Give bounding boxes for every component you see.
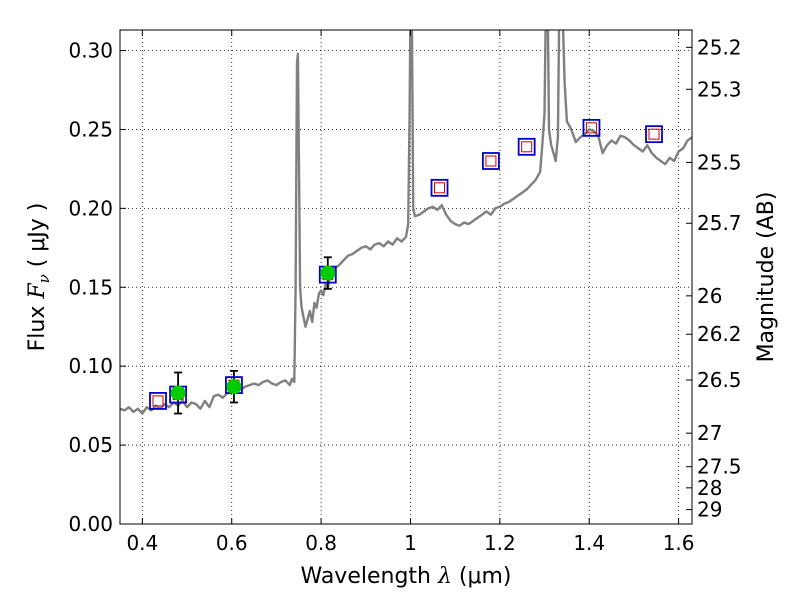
y-axis-label-prefix: Flux — [25, 299, 50, 352]
data-series — [120, 30, 692, 415]
model-band-marker — [430, 178, 449, 197]
x-axis-label: Wavelength λ (μm) — [300, 564, 511, 589]
mag-tick-label: 27.5 — [697, 455, 742, 479]
observed-point — [226, 379, 242, 395]
y-tick-label: 0.25 — [68, 117, 113, 141]
x-axis-label-symbol: λ — [437, 564, 452, 589]
y-tick-label: 0.15 — [68, 275, 113, 299]
model-band-marker-inner — [585, 122, 597, 134]
model-band-marker-inner — [152, 395, 164, 407]
y-axis-label-symbol: F — [25, 283, 50, 300]
model-band-marker — [482, 152, 500, 170]
observed-point — [320, 265, 336, 281]
mag-tick-label: 26.5 — [697, 368, 742, 392]
mag-tick-label: 25.7 — [697, 211, 742, 235]
x-tick-label: 0.4 — [126, 531, 158, 555]
y-axis-label-unit: ( μJy ) — [25, 203, 50, 275]
mag-tick-label: 29 — [697, 498, 722, 522]
model-band-marker — [645, 125, 663, 144]
x-axis-label-unit: (μm) — [452, 564, 512, 589]
plot-background — [120, 30, 692, 524]
mag-tick-label: 26.2 — [697, 322, 742, 346]
model-band-marker-inner — [648, 128, 660, 140]
mag-tick-label: 27 — [697, 421, 722, 445]
x-tick-label: 1.2 — [484, 531, 516, 555]
x-tick-label: 1 — [404, 531, 417, 555]
model-band-marker — [517, 137, 536, 156]
y-axis-label-subscript: ν — [35, 274, 53, 283]
mag-tick-label: 28 — [697, 476, 722, 500]
plot-frame — [119, 29, 693, 525]
x-tick-label: 1.6 — [663, 531, 695, 555]
y-axis-label: Flux Fν ( μJy ) — [25, 203, 53, 352]
x-tick-label: 0.8 — [305, 531, 337, 555]
y-tick-label: 0.20 — [68, 196, 113, 220]
mag-tick-label: 26 — [697, 284, 722, 308]
x-axis-label-prefix: Wavelength — [300, 564, 438, 589]
mag-tick-label: 25.2 — [697, 35, 742, 59]
model-band-marker — [582, 118, 601, 137]
y-tick-label: 0.05 — [68, 433, 113, 457]
x-tick-label: 0.6 — [216, 531, 248, 555]
model-band-marker — [149, 391, 167, 410]
mag-tick-label: 25.5 — [697, 150, 742, 174]
model-band-marker-inner — [485, 155, 497, 167]
model-band-marker-inner — [434, 182, 446, 194]
observed-point — [170, 385, 186, 401]
mag-tick-label: 25.3 — [697, 77, 742, 101]
y-tick-label: 0.30 — [68, 39, 113, 63]
x-tick-label: 1.4 — [573, 531, 605, 555]
model-band-marker-inner — [521, 141, 533, 153]
y2-axis-label: Magnitude (AB) — [754, 192, 779, 363]
axis-ticks: 0.4 0.6 0.8 1 1.2 1.4 1.6 0.00 0.05 0.10 0.15 0.20 0… — [68, 30, 742, 555]
y-tick-label: 0.10 — [68, 354, 113, 378]
y-tick-label: 0.00 — [68, 512, 113, 536]
